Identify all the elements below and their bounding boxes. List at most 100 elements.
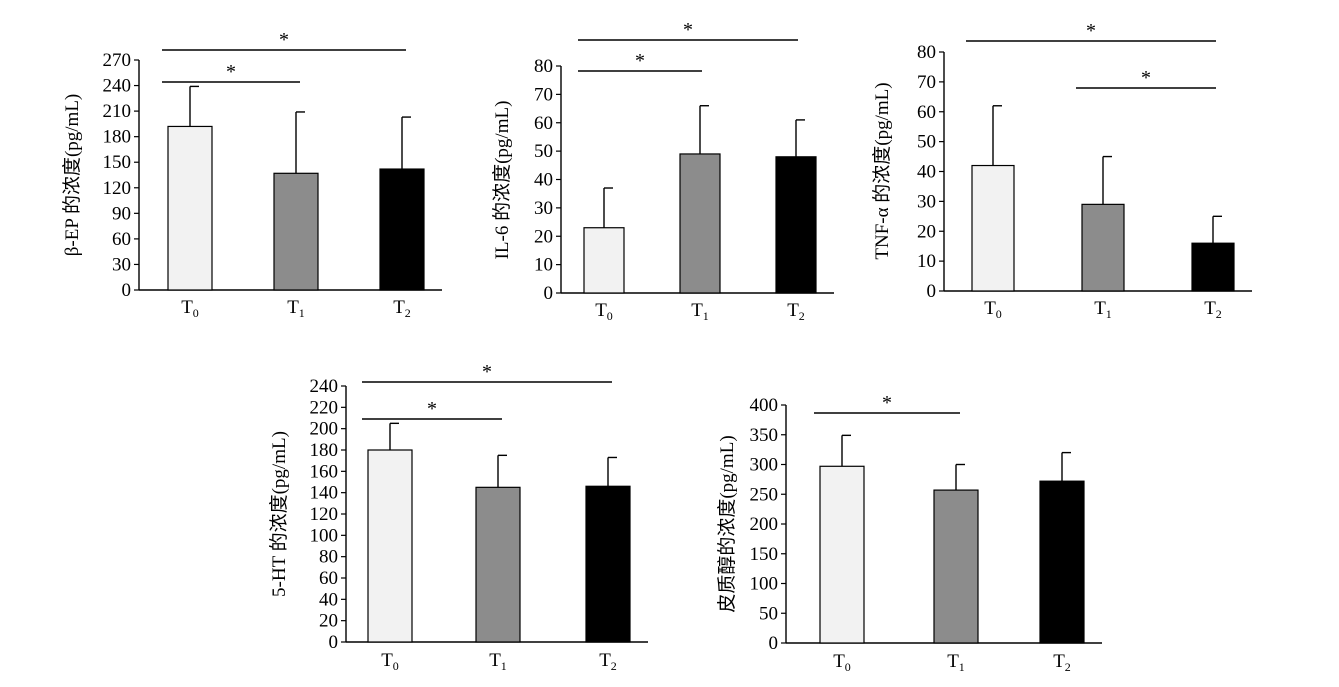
bar bbox=[933, 489, 979, 644]
y-tick-label: 70 bbox=[534, 84, 553, 105]
y-tick-label: 50 bbox=[534, 141, 553, 162]
y-tick-label: 20 bbox=[319, 611, 338, 632]
y-tick-label: 50 bbox=[759, 603, 778, 624]
y-axis-label: 5-HT 的浓度(pg/mL) bbox=[268, 431, 290, 597]
category-label: T2 bbox=[1204, 298, 1222, 321]
category-label: T1 bbox=[287, 297, 305, 320]
y-tick-label: 30 bbox=[534, 198, 553, 219]
y-tick-label: 20 bbox=[534, 226, 553, 247]
y-tick-label: 300 bbox=[750, 455, 779, 476]
y-axis-label: β-EP 的浓度(pg/mL) bbox=[61, 94, 83, 257]
y-tick-label: 80 bbox=[917, 42, 936, 63]
y-tick-label: 210 bbox=[103, 101, 132, 122]
bar bbox=[367, 449, 413, 643]
y-tick-label: 240 bbox=[310, 376, 339, 397]
y-tick-label: 90 bbox=[112, 203, 131, 224]
y-tick-label: 150 bbox=[750, 544, 779, 565]
significance-star: * bbox=[1141, 67, 1151, 89]
significance-star: * bbox=[1086, 20, 1096, 42]
chart-panel-1: 0 30 60 90 120 150 180 210 240 270 β-EP 的浓度(pg/mL)… bbox=[61, 29, 442, 320]
y-tick-label: 100 bbox=[750, 574, 779, 595]
category-label: T2 bbox=[787, 300, 805, 323]
category-label: T0 bbox=[381, 650, 399, 673]
bar bbox=[1191, 242, 1235, 292]
chart-panel-2: 0 10 20 30 40 50 60 70 80 IL-6 的浓度(pg/mL) T0 T1 T2 * * bbox=[491, 19, 834, 323]
y-tick-label: 0 bbox=[122, 280, 132, 301]
bar bbox=[679, 153, 721, 294]
y-tick-label: 80 bbox=[534, 56, 553, 77]
category-label: T2 bbox=[599, 650, 617, 673]
y-tick-label: 0 bbox=[544, 283, 554, 304]
bar bbox=[273, 172, 319, 291]
y-tick-label: 40 bbox=[534, 170, 553, 191]
category-label: T1 bbox=[489, 650, 507, 673]
bar bbox=[775, 156, 817, 294]
y-tick-label: 200 bbox=[310, 419, 339, 440]
significance-star: * bbox=[482, 361, 492, 383]
y-tick-label: 250 bbox=[750, 484, 779, 505]
y-tick-label: 150 bbox=[103, 152, 132, 173]
y-tick-label: 240 bbox=[103, 76, 132, 97]
y-tick-label: 0 bbox=[769, 633, 779, 654]
chart-panel-3: 0 10 20 30 40 50 60 70 80 TNF-α 的浓度(pg/mL) T0 T1 T2 *… bbox=[871, 20, 1252, 321]
y-tick-label: 160 bbox=[310, 461, 339, 482]
category-label: T0 bbox=[181, 297, 199, 320]
y-tick-label: 50 bbox=[917, 132, 936, 153]
y-tick-label: 180 bbox=[310, 440, 339, 461]
category-label: T1 bbox=[1094, 298, 1112, 321]
y-tick-label: 60 bbox=[112, 229, 131, 250]
category-label: T2 bbox=[393, 297, 411, 320]
y-axis-label: IL-6 的浓度(pg/mL) bbox=[491, 101, 513, 260]
category-label: T1 bbox=[947, 651, 965, 674]
category-label: T0 bbox=[595, 300, 613, 323]
bar bbox=[379, 168, 425, 291]
y-tick-label: 80 bbox=[319, 547, 338, 568]
y-tick-label: 120 bbox=[310, 504, 339, 525]
y-tick-label: 10 bbox=[534, 255, 553, 276]
significance-star: * bbox=[226, 61, 236, 83]
bar bbox=[819, 465, 865, 644]
significance-star: * bbox=[635, 50, 645, 72]
bar bbox=[585, 485, 631, 643]
y-tick-label: 180 bbox=[103, 127, 132, 148]
y-tick-label: 20 bbox=[917, 221, 936, 242]
y-tick-label: 70 bbox=[917, 72, 936, 93]
significance-star: * bbox=[427, 398, 437, 420]
category-label: T0 bbox=[984, 298, 1002, 321]
y-axis-label: 皮质醇的浓度(pg/mL) bbox=[716, 435, 738, 612]
chart-panel-5: 0 50 100 150 200 250 300 350 400 皮质醇的浓度(pg/mL) T0 T… bbox=[716, 392, 1102, 674]
y-tick-label: 200 bbox=[750, 514, 779, 535]
y-tick-label: 220 bbox=[310, 397, 339, 418]
y-tick-label: 0 bbox=[329, 632, 339, 653]
y-tick-label: 0 bbox=[927, 281, 937, 302]
y-tick-label: 120 bbox=[103, 178, 132, 199]
significance-star: * bbox=[683, 19, 693, 41]
y-tick-label: 60 bbox=[534, 113, 553, 134]
y-tick-label: 100 bbox=[310, 525, 339, 546]
y-tick-label: 140 bbox=[310, 483, 339, 504]
bar bbox=[167, 125, 213, 291]
y-tick-label: 30 bbox=[917, 191, 936, 212]
y-tick-label: 30 bbox=[112, 254, 131, 275]
y-tick-label: 40 bbox=[917, 162, 936, 183]
bar bbox=[475, 486, 521, 643]
y-tick-label: 60 bbox=[319, 568, 338, 589]
bar bbox=[1081, 203, 1125, 292]
significance-star: * bbox=[882, 392, 892, 414]
category-label: T2 bbox=[1053, 651, 1071, 674]
category-label: T1 bbox=[691, 300, 709, 323]
y-tick-label: 10 bbox=[917, 251, 936, 272]
y-axis-label: TNF-α 的浓度(pg/mL) bbox=[871, 82, 893, 259]
y-tick-label: 60 bbox=[917, 102, 936, 123]
category-label: T0 bbox=[833, 651, 851, 674]
y-tick-label: 270 bbox=[103, 50, 132, 71]
bar bbox=[1039, 480, 1085, 644]
y-tick-label: 350 bbox=[750, 425, 779, 446]
bar bbox=[583, 227, 625, 294]
y-tick-label: 400 bbox=[750, 395, 779, 416]
significance-star: * bbox=[279, 29, 289, 51]
bar bbox=[971, 164, 1015, 292]
y-tick-label: 40 bbox=[319, 589, 338, 610]
